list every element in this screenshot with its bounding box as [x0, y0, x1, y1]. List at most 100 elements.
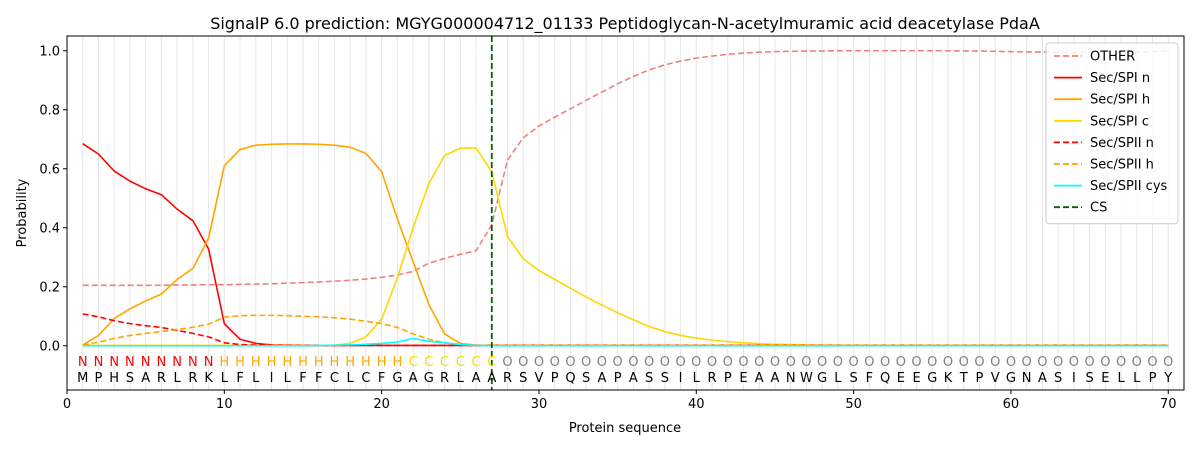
residue-letter: L — [1133, 371, 1141, 386]
region-label: H — [330, 355, 340, 370]
region-label: N — [188, 355, 198, 370]
residue-letter: A — [755, 371, 764, 386]
residue-letter: L — [347, 371, 355, 386]
x-tick-label: 30 — [531, 397, 548, 412]
residue-letter: G — [927, 371, 937, 386]
region-label: O — [974, 355, 984, 370]
residue-letter: L — [221, 371, 229, 386]
residue-letter: G — [1006, 371, 1016, 386]
residue-letter: A — [629, 371, 638, 386]
x-tick-label: 40 — [688, 397, 705, 412]
region-label: O — [644, 355, 654, 370]
residue-letter: E — [912, 371, 920, 386]
region-label: O — [565, 355, 575, 370]
residue-letter: S — [582, 371, 590, 386]
residue-letter: A — [487, 371, 496, 386]
region-label: O — [613, 355, 623, 370]
residue-letter: L — [457, 371, 465, 386]
residue-letter: R — [440, 371, 449, 386]
y-tick-label: 0.0 — [39, 339, 60, 354]
region-label: C — [472, 355, 481, 370]
region-label: O — [1147, 355, 1157, 370]
residue-letter: R — [503, 371, 512, 386]
legend-label: CS — [1090, 201, 1107, 216]
residue-letter: A — [472, 371, 481, 386]
x-axis-label: Protein sequence — [569, 421, 681, 436]
legend-label: Sec/SPII h — [1090, 158, 1154, 173]
y-tick-label: 1.0 — [39, 44, 60, 59]
residue-letter: S — [645, 371, 653, 386]
residue-letter: F — [315, 371, 322, 386]
region-label: O — [1132, 355, 1142, 370]
region-label: C — [456, 355, 465, 370]
residue-letter: P — [1149, 371, 1157, 386]
residue-letter: K — [944, 371, 953, 386]
x-tick-label: 10 — [216, 397, 233, 412]
region-label: N — [109, 355, 119, 370]
region-label: O — [849, 355, 859, 370]
residue-letter: P — [724, 371, 732, 386]
residue-letter: H — [109, 371, 119, 386]
region-label: N — [172, 355, 182, 370]
residue-letter: F — [299, 371, 306, 386]
residue-letter: L — [252, 371, 260, 386]
region-label: O — [1053, 355, 1063, 370]
region-label: N — [125, 355, 135, 370]
x-tick-label: 0 — [63, 397, 71, 412]
region-label: O — [597, 355, 607, 370]
region-label: O — [518, 355, 528, 370]
series-line-other — [82, 49, 1169, 287]
x-tick-label: 50 — [845, 397, 862, 412]
y-tick-label: 0.2 — [39, 280, 60, 295]
y-tick-label: 0.4 — [39, 221, 60, 236]
region-label: O — [801, 355, 811, 370]
x-tick-label: 20 — [373, 397, 390, 412]
region-label: C — [487, 355, 496, 370]
region-label: O — [927, 355, 937, 370]
residue-letter: G — [424, 371, 434, 386]
region-label: O — [1100, 355, 1110, 370]
legend-label: Sec/SPI c — [1090, 114, 1149, 129]
y-tick-label: 0.6 — [39, 162, 60, 177]
region-label: C — [440, 355, 449, 370]
series-layer — [82, 49, 1169, 347]
grid-lines — [82, 36, 1169, 390]
chart-title: SignalP 6.0 prediction: MGYG000004712_01… — [210, 14, 1040, 34]
region-label: H — [377, 355, 387, 370]
residue-letter: R — [188, 371, 197, 386]
region-label: O — [911, 355, 921, 370]
region-label: H — [219, 355, 229, 370]
region-label: O — [660, 355, 670, 370]
legend-label: OTHER — [1090, 50, 1135, 65]
residue-letter: L — [174, 371, 182, 386]
legend-label: Sec/SPII cys — [1090, 179, 1168, 194]
region-label: O — [502, 355, 512, 370]
region-label: O — [1069, 355, 1079, 370]
residue-letter: G — [392, 371, 402, 386]
region-label: O — [1084, 355, 1094, 370]
region-label: O — [770, 355, 780, 370]
region-label: H — [345, 355, 355, 370]
residue-letter: C — [330, 371, 339, 386]
residue-letter: M — [77, 371, 88, 386]
region-label: O — [864, 355, 874, 370]
residue-letter: A — [597, 371, 606, 386]
region-label: O — [738, 355, 748, 370]
region-label: O — [754, 355, 764, 370]
region-label: O — [723, 355, 733, 370]
series-line-sec-spii-cys — [82, 337, 1169, 347]
residue-letter: Q — [880, 371, 890, 386]
residue-letter: S — [849, 371, 857, 386]
region-label: O — [1022, 355, 1032, 370]
residue-letter: L — [1117, 371, 1125, 386]
residue-letter: F — [236, 371, 243, 386]
legend-box — [1045, 42, 1179, 225]
region-label: O — [959, 355, 969, 370]
plot-frame — [66, 35, 1185, 391]
region-label: O — [833, 355, 843, 370]
residue-letter: P — [614, 371, 622, 386]
y-tick-label: 0.8 — [39, 103, 60, 118]
region-label: N — [157, 355, 167, 370]
region-label: H — [251, 355, 261, 370]
